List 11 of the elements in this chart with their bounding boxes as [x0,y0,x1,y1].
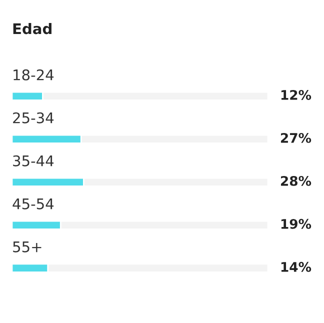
data-label: 28% [280,176,312,186]
y-tick-label: 45-54 [12,198,54,210]
y-tick-label: 25-34 [13,112,54,124]
data-label: 12% [281,90,312,100]
y-tick-label: 35-44 [13,155,54,166]
y-tick-label: 55+ [13,242,42,252]
data-label: 19% [281,218,312,229]
y-tick-label: 18-24 [14,69,54,80]
data-label: 27% [280,132,312,143]
data-label: 14% [281,262,312,272]
chart-title: Edad [13,22,52,34]
